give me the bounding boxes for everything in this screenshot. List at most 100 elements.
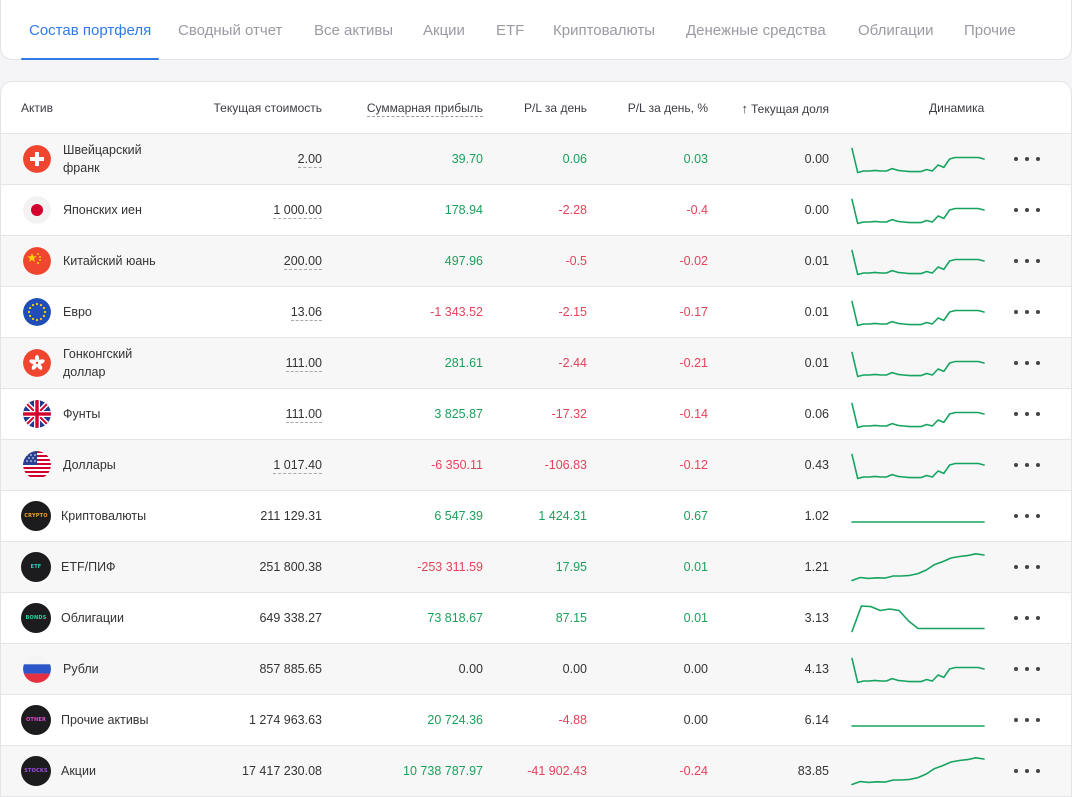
more-actions-icon[interactable] xyxy=(1014,203,1040,217)
tab-0[interactable]: Состав портфеля xyxy=(20,0,160,60)
asset-name[interactable]: Китайский юань xyxy=(63,254,156,268)
tab-7[interactable]: Облигации xyxy=(858,21,934,39)
asset-name[interactable]: Доллары xyxy=(63,458,116,472)
uk-flag-icon xyxy=(23,400,51,428)
dynamics-sparkline xyxy=(850,448,986,482)
asset-name[interactable]: Акции xyxy=(61,764,96,778)
asset-name[interactable]: Японских иен xyxy=(63,203,142,217)
pl-day: 0.06 xyxy=(562,152,587,166)
current-value-text: 2.00 xyxy=(297,152,322,168)
current-value: 17 417 230.08 xyxy=(242,764,322,778)
current-value[interactable]: 13.06 xyxy=(290,303,322,321)
current-value[interactable]: 200.00 xyxy=(283,252,322,270)
dot xyxy=(1036,157,1040,161)
pl-day: 1 424.31 xyxy=(538,509,587,523)
col-pl-day-pct[interactable]: P/L за день, % xyxy=(627,101,708,115)
tab-3[interactable]: Акции xyxy=(423,21,465,39)
asset-name[interactable]: Фунты xyxy=(63,407,101,421)
icon-badge-text: CRYPTO xyxy=(24,513,48,519)
more-actions-icon[interactable] xyxy=(1014,509,1040,523)
current-share: 4.13 xyxy=(804,662,829,676)
current-value: 251 800.38 xyxy=(259,560,322,574)
table-row[interactable]: Евро 13.06 -1 343.52 -2.15 -0.17 0.01 xyxy=(1,287,1071,338)
tab-8[interactable]: Прочие xyxy=(964,21,1016,39)
tab-4[interactable]: ETF xyxy=(496,21,525,39)
dot xyxy=(1014,463,1018,467)
asset-name[interactable]: Евро xyxy=(63,305,92,319)
more-actions-icon[interactable] xyxy=(1014,458,1040,472)
asset-name[interactable]: Облигации xyxy=(61,611,124,625)
current-value[interactable]: 111.00 xyxy=(285,405,322,423)
more-actions-icon[interactable] xyxy=(1014,254,1040,268)
more-actions-icon[interactable] xyxy=(1014,611,1040,625)
more-actions-icon[interactable] xyxy=(1014,152,1040,166)
current-value[interactable]: 111.00 xyxy=(285,354,322,372)
more-actions-icon[interactable] xyxy=(1014,662,1040,676)
current-share: 83.85 xyxy=(797,764,829,778)
col-current-share-label: Текущая доля xyxy=(750,102,829,116)
col-current-value[interactable]: Текущая стоимость xyxy=(213,101,322,115)
table-row[interactable]: Японских иен 1 000.00 178.94 -2.28 -0.4 0.00 xyxy=(1,185,1071,236)
portfolio-table: Актив Текущая стоимость Суммарная прибыл… xyxy=(0,81,1072,797)
table-row[interactable]: OTHER Прочие активы 1 274 963.63 20 724.36 -… xyxy=(1,695,1071,746)
dot xyxy=(1025,208,1029,212)
current-value[interactable]: 1 000.00 xyxy=(273,201,322,219)
dot xyxy=(1025,718,1029,722)
asset-name[interactable]: Швейцарский франк xyxy=(63,143,142,175)
table-row[interactable]: Рубли 857 885.65 0.00 0.00 0.00 4.13 xyxy=(1,644,1071,695)
asset-name[interactable]: ETF/ПИФ xyxy=(61,560,116,574)
table-row[interactable]: ETF ETF/ПИФ 251 800.38 -253 311.59 17.95 0.01… xyxy=(1,542,1071,593)
table-row[interactable]: BONDS Облигации 649 338.27 73 818.67 87.15 0.… xyxy=(1,593,1071,644)
more-actions-icon[interactable] xyxy=(1014,560,1040,574)
total-profit: 0.00 xyxy=(458,662,483,676)
table-row[interactable]: Доллары 1 017.40 -6 350.11 -106.83 -0.12 0.43 xyxy=(1,440,1071,491)
dot xyxy=(1036,361,1040,365)
total-profit: 20 724.36 xyxy=(427,713,483,727)
col-current-share[interactable]: ↑ Текущая доля xyxy=(741,101,829,116)
current-share: 0.00 xyxy=(804,152,829,166)
total-profit: 3 825.87 xyxy=(434,407,483,421)
table-row[interactable]: STOCKS Акции 17 417 230.08 10 738 787.97 -41… xyxy=(1,746,1071,797)
dot xyxy=(1014,361,1018,365)
table-row[interactable]: Швейцарский франк 2.00 39.70 0.06 0.03 0.00 xyxy=(1,134,1071,185)
tab-6[interactable]: Денежные средства xyxy=(686,21,826,39)
asset-name[interactable]: Криптовалюты xyxy=(61,509,147,523)
dynamics-sparkline xyxy=(850,397,986,431)
dot xyxy=(1025,514,1029,518)
more-actions-icon[interactable] xyxy=(1014,764,1040,778)
dynamics-sparkline xyxy=(850,601,986,635)
table-row[interactable]: Китайский юань 200.00 497.96 -0.5 -0.02 0.01 xyxy=(1,236,1071,287)
etf-icon: ETF xyxy=(21,552,51,582)
more-actions-icon[interactable] xyxy=(1014,407,1040,421)
pl-day: -2.28 xyxy=(558,203,588,217)
dot xyxy=(1036,310,1040,314)
current-share: 6.14 xyxy=(804,713,829,727)
total-profit: 73 818.67 xyxy=(427,611,483,625)
dot xyxy=(1036,412,1040,416)
tab-2[interactable]: Все активы xyxy=(314,21,394,39)
asset-name[interactable]: Рубли xyxy=(63,662,99,676)
table-row[interactable]: Фунты 111.00 3 825.87 -17.32 -0.14 0.06 xyxy=(1,389,1071,440)
dot xyxy=(1025,412,1029,416)
more-actions-icon[interactable] xyxy=(1014,305,1040,319)
dot xyxy=(1025,157,1029,161)
table-row[interactable]: CRYPTO Криптовалюты 211 129.31 6 547.39 1 42… xyxy=(1,491,1071,542)
current-value[interactable]: 1 017.40 xyxy=(273,456,322,474)
more-actions-icon[interactable] xyxy=(1014,713,1040,727)
col-asset[interactable]: Актив xyxy=(21,101,53,115)
pl-day-pct: 0.03 xyxy=(683,152,708,166)
dot xyxy=(1025,361,1029,365)
total-profit: -1 343.52 xyxy=(430,305,483,319)
tab-5[interactable]: Криптовалюты xyxy=(553,21,656,39)
dynamics-sparkline xyxy=(850,193,986,227)
asset-name[interactable]: Прочие активы xyxy=(61,713,149,727)
asset-name[interactable]: Гонконгский доллар xyxy=(63,347,133,379)
table-row[interactable]: Гонконгский доллар 111.00 281.61 -2.44 -0.21… xyxy=(1,338,1071,389)
col-total-profit[interactable]: Суммарная прибыль xyxy=(366,101,483,117)
tab-1[interactable]: Сводный отчет xyxy=(178,21,283,39)
dynamics-sparkline xyxy=(850,142,986,176)
current-value[interactable]: 2.00 xyxy=(297,150,322,168)
more-actions-icon[interactable] xyxy=(1014,356,1040,370)
pl-day: -106.83 xyxy=(544,458,587,472)
col-pl-day[interactable]: P/L за день xyxy=(524,101,587,115)
